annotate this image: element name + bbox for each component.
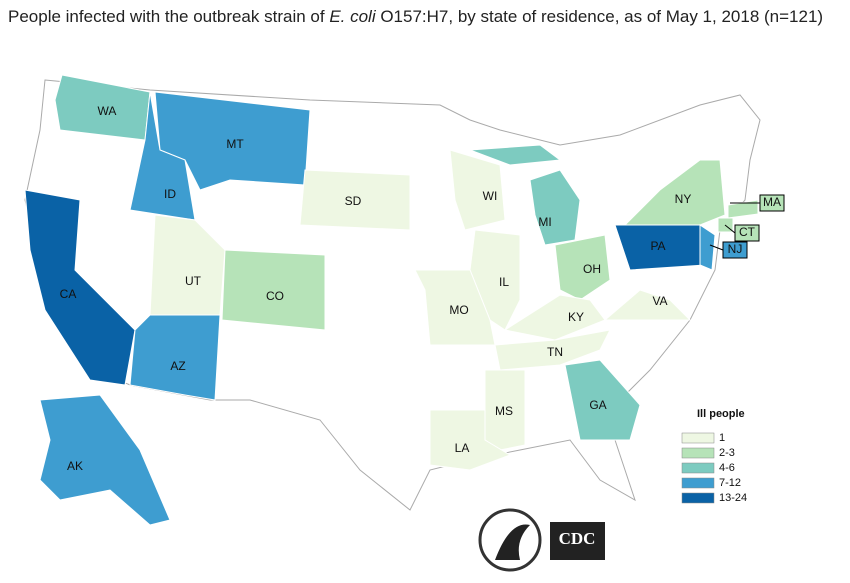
state <box>54 74 151 141</box>
state-label: MO <box>449 303 468 317</box>
state-label: TN <box>547 345 563 359</box>
state-label: AZ <box>170 359 185 373</box>
state-label: IL <box>499 275 509 289</box>
state-label: SD <box>345 194 362 208</box>
state-label: MT <box>226 137 244 151</box>
state-label: WI <box>483 189 498 203</box>
state <box>149 214 226 316</box>
legend-swatch <box>681 447 715 459</box>
state-label: ID <box>164 187 176 201</box>
legend-title: Ill people <box>697 408 745 420</box>
state <box>429 409 512 471</box>
state-label: AK <box>67 459 83 473</box>
state-label: PA <box>650 239 665 253</box>
state-label: NJ <box>728 242 743 256</box>
legend: Ill people 1 2-3 4-6 7-12 13-24 <box>681 408 747 504</box>
legend-swatch <box>681 477 715 489</box>
state-label: NY <box>675 192 692 206</box>
label-box <box>759 194 785 212</box>
state <box>727 199 759 219</box>
leader-line <box>724 224 736 234</box>
states: WA MT ID SD WI NY MI MA CT PA NJ UT CO OH CA IL MO KY VA TN… <box>24 74 785 526</box>
state <box>469 144 581 246</box>
legend-label: 13-24 <box>719 492 747 504</box>
state-label: KY <box>568 310 584 324</box>
state-label: WA <box>98 104 117 118</box>
state <box>221 249 326 331</box>
state-label: CT <box>739 225 756 239</box>
state-label: LA <box>455 441 470 455</box>
leader-line <box>709 244 724 251</box>
state <box>39 394 171 526</box>
state <box>699 224 716 271</box>
state <box>24 189 136 386</box>
state-label: CA <box>60 287 77 301</box>
title: People infected with the outbreak strain… <box>8 4 828 30</box>
state <box>299 169 411 231</box>
label-box <box>722 241 748 259</box>
title-text: People infected with the outbreak strain… <box>8 7 330 26</box>
legend-label: 7-12 <box>719 477 741 489</box>
state <box>554 234 611 301</box>
legend-swatch <box>681 462 715 474</box>
logo-eagle <box>495 524 530 560</box>
state <box>449 149 506 231</box>
state-label: VA <box>652 294 667 308</box>
legend-label: 4-6 <box>719 462 735 474</box>
legend-label: 2-3 <box>719 447 735 459</box>
state <box>129 314 221 401</box>
state <box>564 359 641 441</box>
legend-swatch <box>681 432 715 444</box>
state-label: GA <box>589 398 606 412</box>
state-label: MA <box>763 195 781 209</box>
cdc-logo <box>550 522 605 560</box>
title-text: O157:H7, by state of residence, as of Ma… <box>375 7 824 26</box>
state <box>503 294 606 341</box>
state-label: MS <box>495 404 513 418</box>
state-label: OH <box>583 262 601 276</box>
state-label: UT <box>185 274 202 288</box>
title-italic: E. coli <box>329 7 376 26</box>
state <box>603 289 692 321</box>
state-label: MI <box>538 215 551 229</box>
cdc-logo-text: CDC <box>559 529 596 548</box>
hhs-logo <box>478 508 542 572</box>
legend-label: 1 <box>719 432 725 444</box>
logo-ring <box>478 508 542 572</box>
state-label: CO <box>266 289 284 303</box>
legend-swatch <box>681 492 715 504</box>
label-box <box>734 224 760 242</box>
